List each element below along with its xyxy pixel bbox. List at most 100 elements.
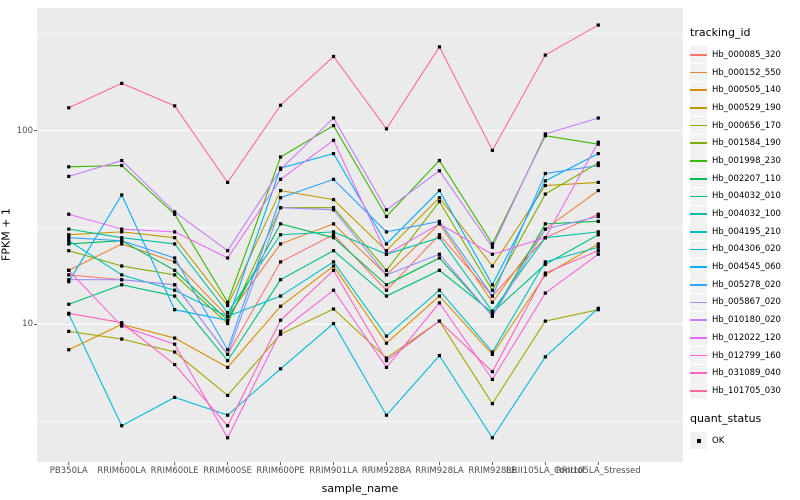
data-point	[226, 436, 230, 440]
data-point	[226, 413, 230, 417]
legend-label: Hb_000656_170	[712, 120, 781, 131]
black-square-point-icon	[696, 438, 701, 443]
data-point	[173, 283, 177, 287]
data-point	[543, 260, 547, 264]
data-point	[331, 307, 336, 311]
legend-item-Hb_000529_190: Hb_000529_190	[690, 99, 800, 117]
data-point	[173, 212, 177, 216]
data-point	[226, 310, 230, 315]
data-point	[490, 283, 494, 287]
data-point	[278, 329, 283, 333]
legend-color-line-icon	[690, 160, 707, 162]
legend-label: Hb_012799_160	[712, 350, 781, 361]
data-point	[543, 53, 547, 57]
legend-items-tracking-id: Hb_000085_320 Hb_000152_550 Hb_000505_140 H…	[690, 46, 800, 400]
data-point	[173, 308, 177, 312]
data-point	[120, 239, 124, 243]
data-point	[490, 377, 494, 382]
legend-label: Hb_000529_190	[712, 102, 781, 113]
data-point	[331, 138, 336, 142]
data-point	[226, 249, 230, 253]
legend-color-line-icon	[690, 319, 707, 321]
data-point	[384, 356, 389, 360]
legend-item-Hb_000085_320: Hb_000085_320	[690, 46, 800, 64]
data-point	[543, 134, 547, 138]
data-point	[543, 227, 547, 231]
legend-color-line-icon	[690, 177, 707, 180]
data-point	[543, 179, 547, 183]
data-point	[173, 336, 177, 340]
data-point	[596, 212, 600, 216]
x-tick-label-RRIM928LE: RRIM928LE	[468, 466, 517, 476]
data-point	[543, 291, 547, 295]
data-point	[226, 365, 230, 369]
data-point	[67, 233, 71, 237]
data-point	[67, 268, 71, 272]
legend-label: Hb_004545_060	[712, 262, 781, 273]
data-point	[226, 300, 230, 304]
legend-color-line-icon	[690, 71, 707, 74]
data-point	[437, 268, 442, 272]
legend-key	[690, 170, 707, 188]
data-point	[67, 236, 71, 240]
legend-item-Hb_004545_060: Hb_004545_060	[690, 258, 800, 276]
data-point	[120, 227, 124, 231]
legend-item-Hb_001584_190: Hb_001584_190	[690, 134, 800, 152]
data-point	[384, 341, 389, 345]
legend-title-quant-status: quant_status	[690, 411, 762, 425]
x-tick-label-RRIM928BA: RRIM928BA	[361, 466, 412, 476]
y-axis-title: FPKM + 1	[0, 208, 13, 261]
legend-color-line-icon	[690, 54, 707, 56]
data-point	[437, 301, 442, 305]
data-point	[173, 230, 177, 234]
data-point	[278, 260, 283, 264]
data-point	[437, 45, 442, 49]
data-point	[278, 233, 283, 237]
data-point	[331, 152, 336, 156]
data-point	[226, 359, 230, 363]
legend-label: Hb_004195_210	[712, 226, 781, 237]
data-point	[596, 161, 600, 165]
data-point	[543, 273, 547, 277]
data-point	[596, 219, 600, 223]
data-point	[331, 198, 336, 202]
data-point	[120, 242, 124, 246]
legend-key	[690, 99, 707, 117]
legend-key	[690, 205, 707, 223]
legend-label: Hb_000085_320	[712, 49, 781, 60]
x-tick-label-RRIM928LA: RRIM928LA	[415, 466, 464, 476]
data-point	[437, 199, 442, 204]
data-point	[120, 337, 124, 341]
legend-item-Hb_101705_030: Hb_101705_030	[690, 382, 800, 400]
data-point	[543, 262, 547, 266]
data-point	[173, 363, 177, 367]
legend: tracking_id Hb_000085_320 Hb_000152_550 Hb…	[690, 26, 800, 450]
data-point	[120, 264, 124, 268]
legend-color-line-icon	[690, 89, 707, 92]
data-point	[331, 222, 336, 226]
legend-color-line-icon	[690, 301, 707, 304]
data-point	[278, 278, 283, 282]
data-point	[226, 352, 230, 356]
legend-label: Hb_005278_020	[712, 279, 781, 290]
data-point	[173, 273, 177, 277]
legend-label: Hb_004032_010	[712, 191, 781, 202]
data-point	[596, 116, 600, 120]
data-point	[596, 142, 600, 146]
data-point	[331, 206, 336, 210]
data-point	[331, 236, 336, 240]
legend-color-line-icon	[690, 142, 707, 145]
data-point	[120, 321, 124, 325]
data-point	[278, 167, 283, 172]
data-point	[278, 222, 283, 226]
data-point	[490, 288, 494, 292]
data-point	[596, 252, 600, 256]
data-point	[67, 239, 71, 243]
data-point	[278, 196, 283, 200]
legend-key	[690, 293, 707, 311]
data-point	[331, 249, 336, 253]
data-point	[596, 242, 600, 246]
data-point	[490, 402, 494, 406]
data-point	[67, 348, 71, 352]
x-tick-label-RRIM600LE: RRIM600LE	[150, 466, 199, 476]
